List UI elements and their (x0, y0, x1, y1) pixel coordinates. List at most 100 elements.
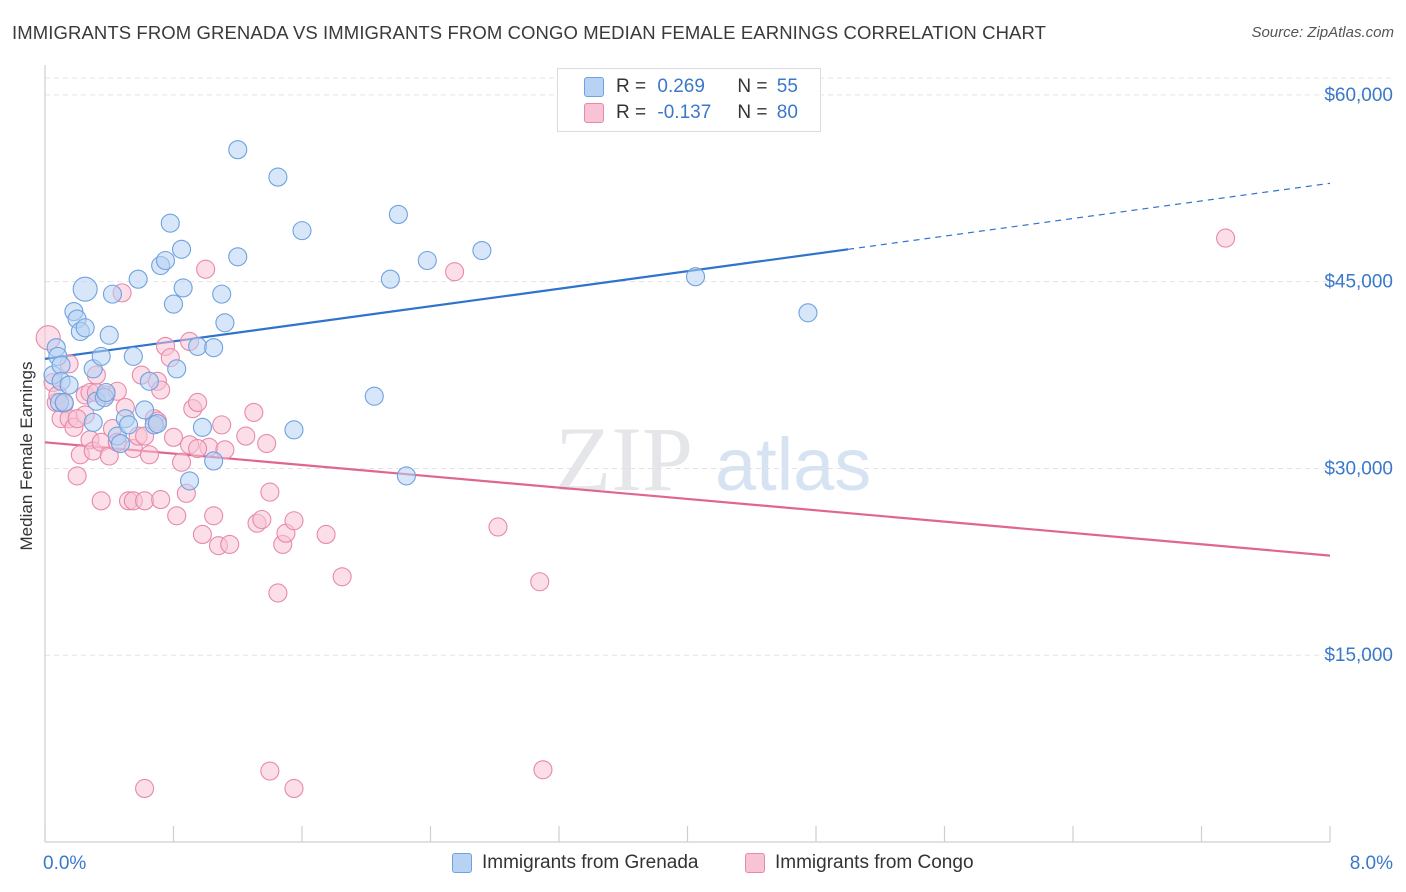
grenada-point (380, 269, 400, 289)
grenada-point (204, 338, 224, 358)
congo-point (91, 491, 111, 511)
congo-point (192, 524, 212, 544)
n-label: N = (737, 76, 768, 97)
congo-point (67, 466, 87, 486)
congo-point (332, 567, 352, 587)
grenada-point (160, 213, 180, 233)
congo-point (488, 517, 508, 537)
watermark-zip: ZIP (555, 408, 693, 510)
congo-point (151, 490, 171, 510)
n-value: 80 (776, 102, 798, 123)
source-credit: Source: ZipAtlas.com (1251, 24, 1394, 41)
grenada-point (135, 400, 155, 420)
grenada-point (292, 221, 312, 241)
legend-item-congo[interactable]: Immigrants from Congo (745, 852, 974, 874)
congo-swatch (584, 103, 604, 123)
congo-point (139, 445, 159, 465)
grenada-point (54, 392, 74, 413)
y-tick-label: $30,000 (1324, 458, 1393, 479)
watermark-atlas: atlas (715, 423, 871, 506)
congo-point (260, 761, 280, 781)
n-value: 55 (776, 76, 798, 97)
congo-point (244, 402, 264, 422)
congo-point (167, 506, 187, 526)
grenada-point (118, 415, 139, 435)
congo-point (171, 452, 192, 472)
grenada-point (128, 269, 148, 289)
congo-point (135, 491, 155, 511)
grenada-point (83, 412, 103, 432)
legend-label: Immigrants from Grenada (482, 852, 699, 873)
r-value: -0.137 (657, 102, 712, 123)
correlation-legend: R = 0.269 N = 55 R = -0.137 N = 80 (557, 68, 821, 132)
grenada-swatch (452, 853, 472, 873)
congo-point (212, 415, 232, 435)
legend-item-grenada[interactable]: Immigrants from Grenada (452, 852, 698, 874)
congo-point (135, 778, 155, 799)
grenada-point (396, 466, 416, 486)
grenada-point (204, 451, 224, 471)
stat-row-grenada: R = 0.269 N = 55 (584, 74, 798, 100)
congo-point (260, 482, 280, 502)
congo-point (67, 409, 87, 429)
congo-point (257, 433, 277, 454)
grenada-point (99, 325, 119, 345)
grenada-point (59, 375, 79, 395)
congo-point (316, 524, 336, 544)
grenada-point (72, 276, 98, 302)
stat-row-congo: R = -0.137 N = 80 (584, 100, 798, 126)
grenada-trend-extension (848, 182, 1331, 250)
grenada-point (388, 204, 408, 224)
x-tick-label: 0.0% (43, 853, 86, 874)
grenada-point (188, 336, 208, 356)
congo-point (268, 583, 288, 603)
legend-label: Immigrants from Congo (775, 852, 974, 873)
congo-point (196, 259, 216, 279)
congo-point (284, 778, 304, 799)
grenada-point (163, 294, 184, 314)
grenada-point (51, 355, 71, 375)
series-legend: Immigrants from Grenada Immigrants from … (0, 850, 1406, 880)
congo-point (220, 534, 240, 554)
grenada-point (798, 303, 818, 323)
grenada-point (155, 250, 176, 271)
n-label: N = (737, 102, 768, 123)
congo-point (236, 426, 256, 446)
grenada-point (417, 250, 437, 271)
y-axis-label: Median Female Earnings (17, 362, 36, 551)
y-tick-label: $15,000 (1324, 645, 1393, 666)
grenada-point (167, 359, 187, 379)
congo-point (188, 392, 208, 413)
grenada-point (102, 284, 123, 304)
grenada-point (123, 346, 143, 366)
r-label: R = (616, 102, 647, 123)
grenada-point (173, 278, 193, 298)
y-tick-label: $45,000 (1324, 272, 1393, 293)
congo-point (163, 427, 184, 447)
grenada-point (685, 267, 706, 287)
grenada-point (171, 239, 192, 259)
grenada-point (91, 346, 111, 366)
y-tick-label: $60,000 (1324, 85, 1393, 106)
grenada-point (364, 386, 384, 406)
grenada-point (96, 382, 116, 403)
grenada-point (228, 140, 248, 160)
congo-point (204, 506, 224, 526)
grenada-point (472, 240, 492, 261)
congo-swatch (745, 853, 765, 873)
watermark: ZIP atlas (555, 408, 871, 510)
congo-point (1216, 228, 1236, 248)
grenada-point (192, 417, 212, 437)
grenada-swatch (584, 77, 604, 97)
congo-point (284, 511, 304, 531)
grenada-point (212, 284, 232, 304)
grenada-point (284, 420, 304, 440)
congo-point (533, 760, 553, 780)
chart-title: IMMIGRANTS FROM GRENADA VS IMMIGRANTS FR… (12, 22, 1047, 43)
grenada-point (215, 313, 235, 333)
grenada-point (147, 414, 167, 434)
congo-point (252, 509, 272, 530)
grenada-point (180, 471, 200, 491)
grenada-point (110, 433, 131, 454)
